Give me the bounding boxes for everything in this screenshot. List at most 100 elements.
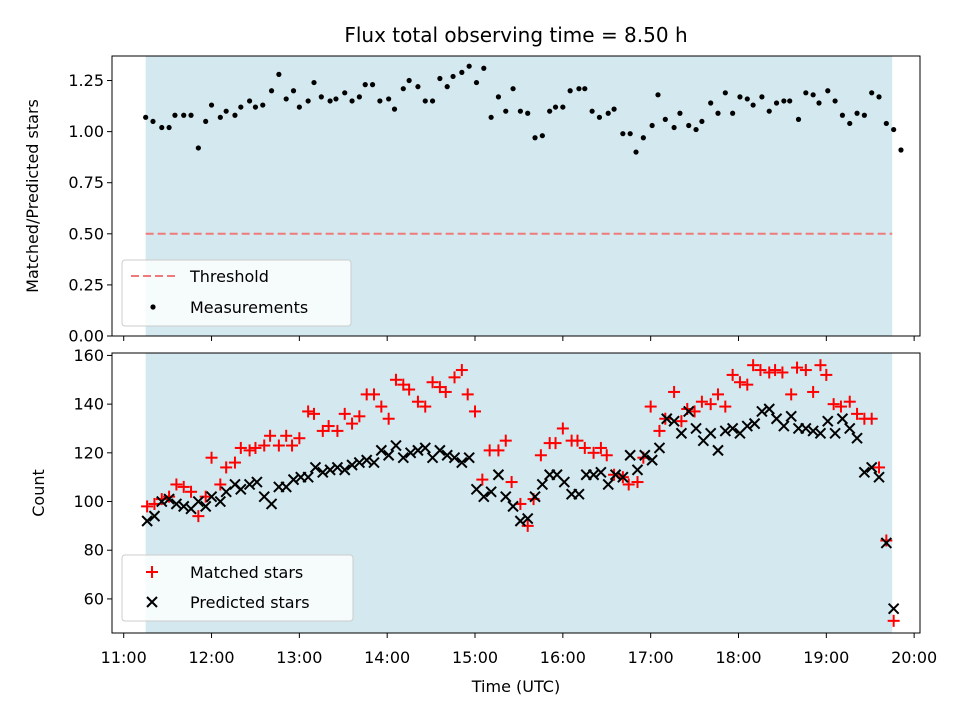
- predicted-star-point: [763, 403, 775, 415]
- matched-star-point: [776, 366, 789, 379]
- predicted-star-point: [536, 478, 549, 491]
- x-tick-label: 17:00: [628, 648, 674, 667]
- predicted-star-point: [353, 456, 366, 469]
- measurement-point: [450, 73, 456, 80]
- predicted-star-point: [382, 449, 395, 461]
- measurement-point: [342, 90, 348, 96]
- measurement-point: [816, 100, 822, 106]
- bottom-axes-frame: [111, 352, 921, 634]
- predicted-star-point: [199, 500, 212, 513]
- x-tick-label: 15:00: [452, 648, 498, 667]
- predicted-star-point: [463, 451, 475, 464]
- predicted-star-point: [661, 413, 673, 425]
- matched-star-point: [476, 473, 489, 486]
- measurement-point: [459, 69, 465, 75]
- predicted-star-point: [148, 510, 161, 522]
- matched-stars-legend-marker: [146, 566, 158, 578]
- measurement-point: [217, 114, 223, 120]
- matched-star-point: [455, 364, 468, 377]
- measurement-point: [188, 112, 194, 118]
- matched-star-point: [163, 490, 176, 503]
- predicted-star-point: [712, 444, 724, 457]
- matched-star-point: [631, 476, 644, 489]
- measurements-legend-label: Measurements: [190, 298, 308, 317]
- measurement-point: [172, 112, 178, 118]
- matched-star-point: [499, 434, 512, 447]
- predicted-star-point: [390, 439, 402, 452]
- matched-star-point: [769, 364, 782, 377]
- measurement-point: [437, 75, 443, 82]
- measurement-point: [356, 94, 362, 100]
- matched-star-point: [880, 534, 893, 547]
- measurement-point: [444, 84, 450, 90]
- matched-star-point: [521, 519, 534, 532]
- measurement-point: [693, 126, 699, 133]
- matched-star-point: [741, 378, 754, 391]
- bottom-y-ticks: 60 80 100 120 140 160: [73, 346, 112, 608]
- measurement-point: [640, 135, 646, 141]
- measurement-point: [744, 96, 750, 102]
- top-y-ticks: 0.00 0.25 0.50 0.75 1.00 1.25: [68, 71, 112, 346]
- measurement-point: [567, 88, 573, 94]
- measurement-point: [627, 131, 633, 137]
- matched-star-point: [733, 376, 746, 389]
- matched-stars-legend-label: Matched stars: [190, 563, 303, 582]
- top-legend: Threshold Measurements: [121, 259, 352, 327]
- predicted-star-point: [719, 425, 732, 437]
- measurement-point: [576, 86, 582, 92]
- matched-star-point: [426, 376, 439, 389]
- matched-star-point: [439, 385, 452, 398]
- measurement-point: [481, 65, 487, 71]
- measurement-point: [766, 108, 772, 114]
- matched-star-point: [644, 400, 657, 413]
- bottom-legend-box: [121, 554, 354, 622]
- measurement-point: [232, 112, 238, 118]
- bottom-x-ticks: 11:00 12:00 13:00 14:00 15:00 16:00 17:00 18:00…: [101, 633, 937, 667]
- measurement-point: [510, 86, 516, 92]
- measurement-point: [362, 82, 368, 88]
- predicted-star-point: [639, 449, 651, 461]
- matched-star-point: [141, 500, 154, 513]
- predicted-star-point: [668, 415, 680, 427]
- measurement-point: [722, 90, 728, 96]
- matched-star-point: [234, 441, 247, 454]
- matched-star-point: [492, 444, 505, 457]
- matched-star-point: [338, 407, 351, 420]
- matched-star-point: [688, 405, 701, 418]
- matched-star-point: [322, 420, 335, 433]
- measurement-point: [649, 122, 655, 129]
- measurements-series: [143, 63, 904, 155]
- matched-star-point: [851, 407, 864, 420]
- predicted-star-point: [456, 456, 468, 469]
- matched-star-point: [712, 388, 724, 401]
- predicted-star-point: [170, 498, 183, 510]
- matched-star-point: [411, 395, 424, 408]
- measurement-point: [276, 71, 282, 77]
- top-x-ticks: [123, 336, 915, 341]
- predicted-star-point: [492, 469, 505, 481]
- matched-star-point: [214, 478, 227, 491]
- measurement-point: [283, 96, 289, 102]
- matched-star-point: [192, 510, 205, 523]
- measurement-point: [810, 92, 816, 98]
- predicted-star-point: [704, 427, 717, 440]
- y-tick-label: 140: [73, 395, 104, 414]
- predicted-stars-series: [141, 403, 900, 615]
- measurement-point: [311, 79, 317, 86]
- y-tick-label: 160: [73, 346, 104, 365]
- matched-star-point: [293, 432, 306, 445]
- matched-star-point: [827, 398, 840, 411]
- measurement-point: [677, 110, 683, 116]
- predicted-star-point: [587, 469, 600, 481]
- matched-star-point: [199, 490, 212, 503]
- predicted-star-point: [317, 466, 329, 479]
- predicted-star-point: [205, 490, 218, 503]
- predicted-star-point: [690, 422, 702, 435]
- y-tick-label: 0.75: [68, 173, 104, 192]
- top-axes-frame: [111, 55, 921, 337]
- predicted-star-point: [514, 515, 527, 527]
- matched-star-point: [368, 388, 381, 401]
- measurement-point: [305, 98, 311, 104]
- predicted-star-point: [814, 427, 827, 440]
- y-tick-label: 0.00: [68, 327, 104, 346]
